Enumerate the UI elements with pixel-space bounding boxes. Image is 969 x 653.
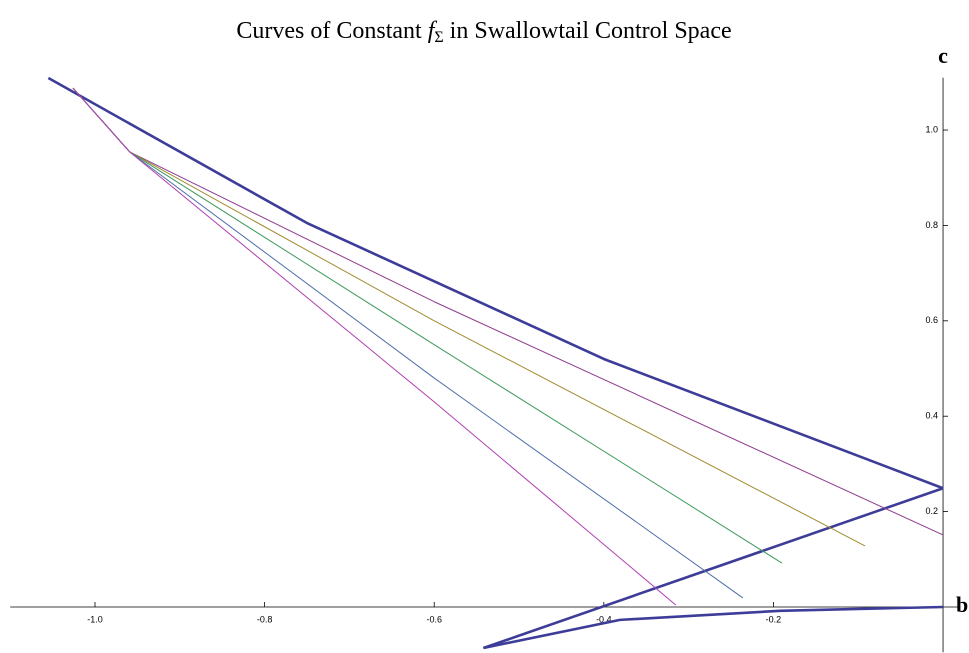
- curve: [72, 87, 944, 536]
- x-tick-label: -0.8: [257, 614, 273, 624]
- x-tick-label: -0.2: [766, 614, 782, 624]
- y-tick-label: 0.8: [926, 220, 939, 230]
- curve: [72, 87, 744, 599]
- x-tick-label: -0.4: [596, 614, 612, 624]
- x-tick-label: -1.0: [87, 614, 103, 624]
- curve: [72, 87, 783, 564]
- title-part: f: [428, 18, 438, 44]
- curve: [72, 87, 866, 547]
- y-tick-label: 0.6: [926, 315, 939, 325]
- y-tick-label: 0.4: [926, 411, 939, 421]
- chart-title: Curves of Constant fΣ in Swallowtail Con…: [236, 18, 731, 46]
- curve: [72, 87, 677, 606]
- title-part: in Swallowtail Control Space: [444, 18, 732, 44]
- x-tick-label: -0.6: [426, 614, 442, 624]
- title-part: Curves of Constant: [236, 18, 427, 44]
- curve: [47, 76, 944, 490]
- title-part: Σ: [434, 29, 443, 46]
- y-tick-label: 0.2: [926, 506, 939, 516]
- y-axis-label: c: [938, 43, 948, 68]
- x-axis-label: b: [956, 592, 968, 617]
- curve: [483, 605, 944, 650]
- curve: [482, 487, 944, 650]
- y-tick-label: 1.0: [926, 124, 939, 134]
